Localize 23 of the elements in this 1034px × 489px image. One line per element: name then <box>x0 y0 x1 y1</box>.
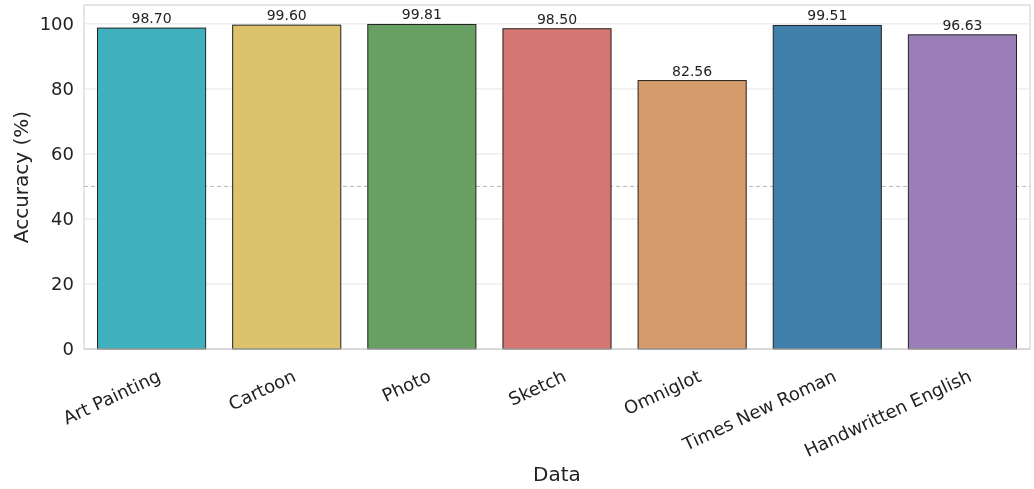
bar <box>367 23 477 350</box>
x-axis-title: Data <box>533 462 581 486</box>
bar <box>907 34 1017 350</box>
y-tick-label: 60 <box>51 143 74 165</box>
y-tick-label: 20 <box>51 273 74 295</box>
data-label: 99.60 <box>266 7 307 24</box>
y-axis-title: Accuracy (%) <box>9 110 33 244</box>
y-tick-label: 100 <box>39 13 74 35</box>
data-label: 98.70 <box>131 10 172 27</box>
x-tick-label: Photo <box>378 365 434 406</box>
data-label: 99.51 <box>807 7 848 24</box>
y-tick-label: 80 <box>51 78 74 100</box>
data-label: 96.63 <box>942 16 983 33</box>
data-label: 98.50 <box>536 10 578 27</box>
bar <box>772 24 882 350</box>
bar <box>637 80 747 350</box>
data-label: 99.81 <box>401 6 442 23</box>
bar <box>97 27 207 350</box>
data-label: 82.56 <box>672 62 713 79</box>
bar <box>232 24 342 350</box>
bar <box>502 28 612 350</box>
y-tick-label: 40 <box>51 208 74 230</box>
y-tick-label: 0 <box>62 338 74 360</box>
